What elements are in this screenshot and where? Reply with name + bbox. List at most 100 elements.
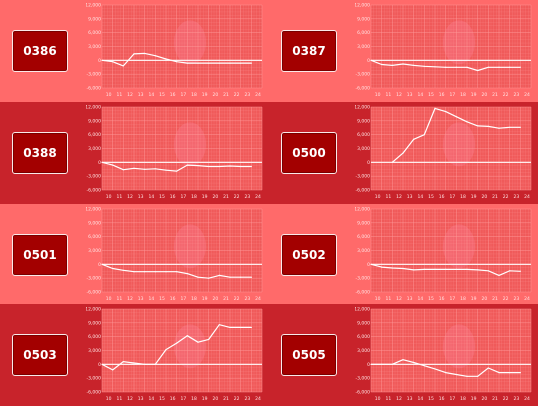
stock-code-button-0501[interactable]: 0501 <box>12 234 68 276</box>
data-point <box>197 341 199 343</box>
x-tick-label: 14 <box>148 296 154 302</box>
data-point <box>101 59 103 61</box>
data-point <box>477 125 479 127</box>
stock-tile-0502: 0502 12,000 9,000 6,000 3,000 0 -3,000 -6,000 1… <box>269 204 538 306</box>
y-tick-label: 6,000 <box>357 132 370 138</box>
y-tick-label: 9,000 <box>88 220 101 226</box>
y-tick-label: -3,000 <box>86 72 101 78</box>
data-point <box>477 375 479 377</box>
data-point <box>240 165 242 168</box>
x-tick-label: 13 <box>138 296 144 302</box>
data-point <box>413 269 415 271</box>
x-tick-label: 22 <box>503 194 509 200</box>
y-tick-label: 0 <box>98 362 101 368</box>
data-point <box>250 165 252 168</box>
x-tick-label: 20 <box>481 396 487 402</box>
data-point <box>112 61 114 63</box>
x-tick-label: 14 <box>417 92 423 98</box>
stock-chart-0503: 12,000 9,000 6,000 3,000 0 -3,000 -6,000 10 11 12… <box>86 306 266 402</box>
x-tick-label: 10 <box>375 396 381 402</box>
x-tick-label: 13 <box>138 92 144 98</box>
x-tick-label: 11 <box>385 92 391 98</box>
x-tick-label: 17 <box>180 194 186 200</box>
stock-chart-0387: 12,000 9,000 6,000 3,000 0 -3,000 -6,000 10 11 12… <box>355 2 535 98</box>
x-tick-label: 11 <box>385 296 391 302</box>
x-tick-label: 24 <box>524 296 530 302</box>
x-tick-label: 21 <box>223 92 229 98</box>
chart-svg: 12,000 9,000 6,000 3,000 0 -3,000 -6,000 10 11 12… <box>355 105 532 200</box>
data-point <box>487 270 489 272</box>
grid-row-3: 0501 12,000 9,000 6,000 3,000 0 -3,000 -6,000 1… <box>0 204 538 306</box>
x-tick-label: 24 <box>524 92 530 98</box>
stock-code-button-0387[interactable]: 0387 <box>281 30 337 72</box>
data-point <box>186 164 188 166</box>
data-point <box>186 272 188 275</box>
x-tick-label: 20 <box>212 396 218 402</box>
x-tick-label: 10 <box>375 296 381 302</box>
stock-code-button-0500[interactable]: 0500 <box>281 132 337 174</box>
y-tick-label: -3,000 <box>355 276 370 282</box>
data-point <box>519 372 521 374</box>
x-tick-label: 15 <box>159 396 165 402</box>
x-tick-label: 23 <box>513 92 519 98</box>
x-tick-label: 10 <box>106 296 112 302</box>
data-point <box>240 326 242 329</box>
x-tick-label: 21 <box>223 296 229 302</box>
y-tick-label: 9,000 <box>357 220 370 226</box>
data-point <box>165 169 167 171</box>
x-tick-label: 18 <box>460 194 466 200</box>
y-tick-label: 6,000 <box>357 30 370 36</box>
data-point <box>391 161 393 163</box>
stock-code-button-0505[interactable]: 0505 <box>281 334 337 376</box>
x-tick-label: 11 <box>116 396 122 402</box>
x-tick-label: 14 <box>148 396 154 402</box>
x-tick-label: 23 <box>244 194 250 200</box>
data-point <box>509 126 511 128</box>
data-point <box>445 372 447 374</box>
x-tick-label: 10 <box>106 92 112 98</box>
x-tick-label: 13 <box>407 194 413 200</box>
data-point <box>423 365 425 367</box>
x-tick-label: 10 <box>375 194 381 200</box>
data-point <box>197 276 199 278</box>
x-tick-label: 21 <box>492 396 498 402</box>
stock-tile-0500: 0500 12,000 9,000 6,000 3,000 0 -3,000 -6,000 1… <box>269 102 538 204</box>
y-tick-label: -3,000 <box>86 376 101 382</box>
data-point <box>445 111 447 113</box>
data-point <box>165 271 167 273</box>
data-point <box>370 59 372 61</box>
data-point <box>519 126 521 128</box>
x-tick-label: 14 <box>417 396 423 402</box>
x-tick-label: 16 <box>170 194 176 200</box>
data-point <box>122 360 124 363</box>
data-point <box>101 263 103 265</box>
x-tick-label: 13 <box>138 194 144 200</box>
y-tick-label: 0 <box>98 58 101 64</box>
y-tick-label: 0 <box>367 160 370 166</box>
data-point <box>186 335 188 337</box>
chart-svg: 12,000 9,000 6,000 3,000 0 -3,000 -6,000 10 11 12… <box>86 105 263 200</box>
x-tick-label: 12 <box>396 296 402 302</box>
data-point <box>165 58 167 60</box>
stock-code-button-0502[interactable]: 0502 <box>281 234 337 276</box>
stock-code-button-0386[interactable]: 0386 <box>12 30 68 72</box>
x-tick-label: 23 <box>244 296 250 302</box>
stock-tile-0387: 0387 12,000 9,000 6,000 3,000 0 -3,000 -6,000 1… <box>269 0 538 102</box>
stock-code-button-0503[interactable]: 0503 <box>12 334 68 376</box>
y-tick-label: -3,000 <box>355 376 370 382</box>
x-tick-label: 18 <box>460 296 466 302</box>
x-tick-label: 14 <box>148 194 154 200</box>
y-tick-label: 6,000 <box>88 30 101 36</box>
y-tick-label: -3,000 <box>355 72 370 78</box>
y-tick-label: 3,000 <box>357 44 370 50</box>
y-tick-label: 6,000 <box>357 334 370 340</box>
x-tick-label: 11 <box>385 396 391 402</box>
data-point <box>133 271 135 273</box>
stock-code-button-0388[interactable]: 0388 <box>12 132 68 174</box>
chart-svg: 12,000 9,000 6,000 3,000 0 -3,000 -6,000 10 11 12… <box>355 307 532 402</box>
stock-tile-0386: 0386 12,000 9,000 6,000 3,000 0 -3,000 -6,000 1… <box>0 0 269 102</box>
data-point <box>413 64 415 67</box>
data-point <box>112 267 114 270</box>
data-point <box>423 268 425 271</box>
y-tick-label: -6,000 <box>355 390 370 396</box>
